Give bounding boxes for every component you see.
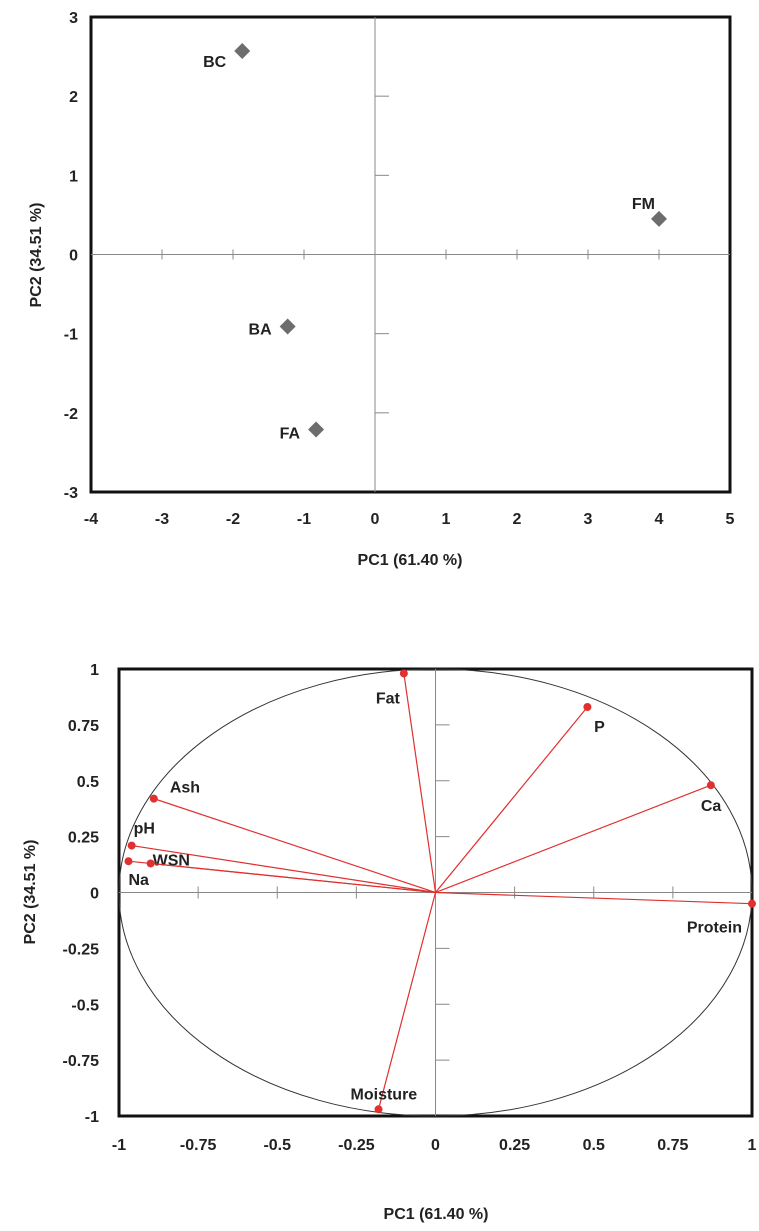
score-point-label: BA — [249, 322, 273, 339]
loading-point-label: P — [594, 719, 605, 736]
loading-plot: -1 -0.75 -0.5 -0.25 0 0.25 0.5 0.75 1 1 0.75 0.5 0.… — [22, 662, 757, 1223]
score-point-bc — [234, 43, 251, 60]
score-plot: -4 -3 -2 -1 0 1 2 3 4 5 3 2 1 0 -1 -2 -3 BC FM BA FA PC1 (… — [28, 10, 735, 569]
loading-point-protein — [748, 899, 756, 908]
loading-plot-y-tick-label: 0.25 — [68, 830, 99, 847]
loading-point-ash — [149, 794, 158, 803]
score-plot-points: BC FM BA FA — [203, 43, 667, 442]
loading-plot-x-tick-label: 0.75 — [657, 1137, 688, 1154]
score-point-fm — [651, 210, 667, 227]
loading-point-label: Moisture — [351, 1086, 418, 1103]
score-point-fa — [308, 421, 325, 438]
loading-vector-protein — [435, 891, 753, 905]
score-plot-x-tick-label: 3 — [584, 511, 593, 528]
loading-plot-x-tick-label: 0 — [431, 1137, 440, 1154]
loading-plot-x-tick-label: -0.25 — [338, 1137, 375, 1154]
score-plot-x-tick-label: -4 — [84, 511, 98, 528]
score-plot-x-tick-label: 1 — [442, 511, 451, 528]
score-plot-y-tick-label: -1 — [64, 327, 78, 344]
loading-point-fat — [399, 669, 408, 678]
score-plot-x-tick-label: 4 — [655, 511, 664, 528]
loading-vector-na — [128, 860, 436, 894]
score-point-label: FA — [280, 425, 301, 442]
score-point-ba — [279, 318, 296, 335]
loading-point-label: Ash — [170, 780, 200, 797]
loading-plot-y-tick-label: -0.75 — [63, 1053, 100, 1070]
loading-vector-fat — [403, 673, 437, 893]
score-plot-x-tick-label: 5 — [726, 511, 735, 528]
loading-point-label: pH — [134, 821, 155, 838]
score-plot-y-tick-label: 3 — [69, 10, 78, 27]
loading-plot-x-tick-label: 1 — [748, 1137, 757, 1154]
loading-plot-y-tick-label: -0.25 — [63, 941, 100, 958]
loading-plot-y-tick-label: -0.5 — [71, 997, 99, 1014]
score-plot-x-tick-label: 2 — [513, 511, 522, 528]
loading-plot-x-tick-label: 0.5 — [583, 1137, 605, 1154]
loading-plot-x-tick-label: 0.25 — [499, 1137, 530, 1154]
loading-point-ca — [706, 781, 715, 790]
loading-point-label: Protein — [687, 920, 742, 937]
loading-vector-p — [435, 706, 588, 893]
score-plot-x-ticks: -4 -3 -2 -1 0 1 2 3 4 5 — [84, 249, 735, 528]
loading-plot-y-ticks: 1 0.75 0.5 0.25 0 -0.25 -0.5 -0.75 -1 — [63, 662, 450, 1126]
score-plot-x-tick-label: -2 — [226, 511, 240, 528]
score-plot-y-axis-title: PC2 (34.51 %) — [28, 203, 45, 308]
loading-point-label: Fat — [376, 690, 401, 707]
loading-plot-x-ticks: -1 -0.75 -0.5 -0.25 0 0.25 0.5 0.75 1 — [112, 886, 757, 1154]
loading-plot-y-tick-label: 1 — [90, 662, 99, 679]
loading-plot-y-axis-title: PC2 (34.51 %) — [22, 840, 39, 945]
loading-vector-ash — [153, 798, 436, 894]
score-point-label: BC — [203, 54, 227, 71]
score-plot-y-tick-label: 1 — [69, 168, 78, 185]
loading-plot-x-axis-title: PC1 (61.40 %) — [384, 1206, 489, 1223]
score-plot-x-tick-label: -3 — [155, 511, 169, 528]
score-plot-y-tick-label: 2 — [69, 89, 78, 106]
score-plot-y-tick-label: -3 — [64, 485, 78, 502]
loading-plot-y-tick-label: 0.5 — [77, 774, 99, 791]
score-point-label: FM — [632, 196, 655, 213]
loading-point-moisture — [374, 1105, 383, 1114]
score-plot-x-tick-label: -1 — [297, 511, 311, 528]
loading-plot-x-tick-label: -0.75 — [180, 1137, 217, 1154]
loading-point-na — [124, 857, 133, 866]
loading-vector-ph — [131, 844, 436, 894]
score-plot-y-tick-label: -2 — [64, 406, 78, 423]
loading-point-p — [583, 702, 592, 711]
loading-plot-y-tick-label: 0.75 — [68, 718, 99, 735]
loading-point-ph — [127, 841, 136, 850]
loading-vector-ca — [435, 784, 712, 894]
loading-plot-x-tick-label: -1 — [112, 1137, 126, 1154]
loading-point-label: Na — [128, 872, 149, 889]
loading-plot-x-tick-label: -0.5 — [263, 1137, 291, 1154]
loading-point-label: Ca — [701, 798, 722, 815]
loading-plot-y-tick-label: 0 — [90, 886, 99, 903]
loading-plot-y-tick-label: -1 — [85, 1109, 99, 1126]
score-plot-x-tick-label: 0 — [371, 511, 380, 528]
score-plot-y-tick-label: 0 — [69, 248, 78, 265]
loading-vector-moisture — [377, 892, 437, 1110]
score-plot-x-axis-title: PC1 (61.40 %) — [358, 552, 463, 569]
score-plot-y-ticks: 3 2 1 0 -1 -2 -3 — [64, 10, 389, 502]
